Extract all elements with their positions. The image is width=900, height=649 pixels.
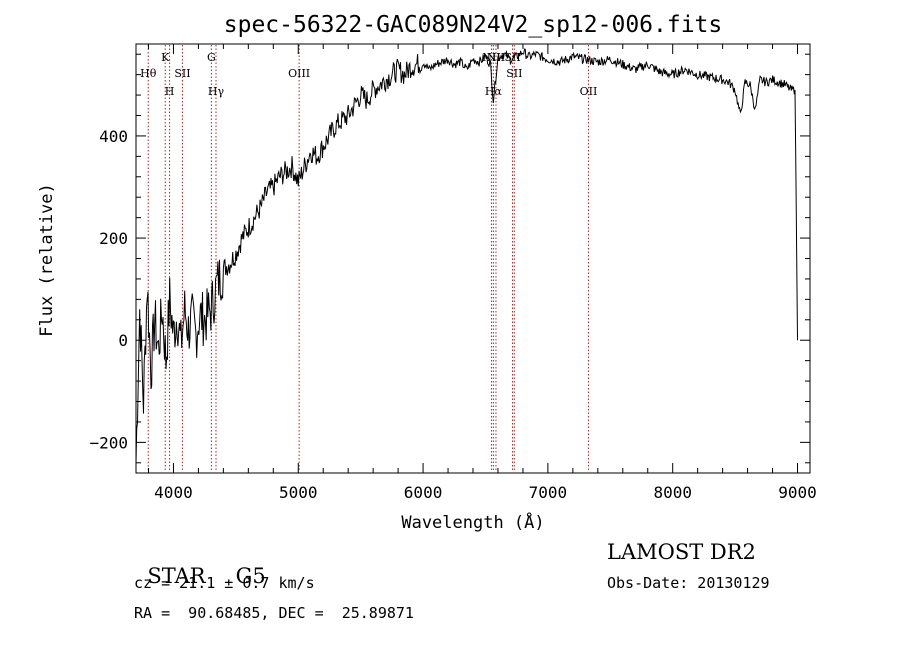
y-tick-label: 400 bbox=[99, 127, 128, 146]
y-axis-label: Flux (relative) bbox=[37, 183, 57, 337]
spectral-line-label: G bbox=[207, 51, 216, 64]
spectral-line-label: OIII bbox=[288, 67, 310, 80]
spectral-line-label: SII bbox=[174, 67, 190, 80]
x-tick-label: 5000 bbox=[279, 483, 318, 502]
class-label: STAR bbox=[147, 564, 206, 588]
spectral-line-label: OII bbox=[580, 85, 598, 98]
redshift-label: cz = 21.1 ± 0.7 km/s bbox=[134, 574, 315, 592]
spectral-line-label: K bbox=[161, 51, 170, 64]
spectral-line-label: Hα bbox=[485, 85, 503, 98]
flux-series-line bbox=[135, 48, 798, 464]
spectral-line-label: Hγ bbox=[208, 85, 225, 98]
spectral-line-label: H bbox=[165, 85, 175, 98]
survey-label: LAMOST DR2 bbox=[607, 540, 756, 564]
x-axis-label: Wavelength (Å) bbox=[401, 511, 544, 533]
object-class: STAR G5 bbox=[134, 540, 266, 588]
spectral-line-label: NII bbox=[487, 51, 505, 64]
chart-title: spec-56322-GAC089N24V2_sp12-006.fits bbox=[224, 12, 723, 38]
spectral-line-label: Hθ bbox=[140, 67, 157, 80]
y-tick-label: 0 bbox=[118, 331, 128, 350]
subclass-label: G5 bbox=[235, 564, 266, 588]
x-tick-label: 4000 bbox=[154, 483, 193, 502]
y-tick-label: −200 bbox=[89, 433, 128, 452]
spectrum-chart: spec-56322-GAC089N24V2_sp12-006.fits Hθ K… bbox=[37, 12, 817, 533]
y-tick-label: 200 bbox=[99, 229, 128, 248]
x-tick-label: 7000 bbox=[529, 483, 568, 502]
coordinates-label: RA = 90.68485, DEC = 25.89871 bbox=[134, 604, 414, 622]
obs-date-label: Obs-Date: 20130129 bbox=[607, 574, 770, 592]
spectral-line-label: SII bbox=[506, 67, 522, 80]
x-tick-label: 9000 bbox=[778, 483, 817, 502]
axis-ticks: 4000 5000 6000 7000 8000 9000 −200 0 200 400 bbox=[89, 44, 817, 502]
x-tick-label: 6000 bbox=[404, 483, 443, 502]
x-tick-label: 8000 bbox=[653, 483, 692, 502]
